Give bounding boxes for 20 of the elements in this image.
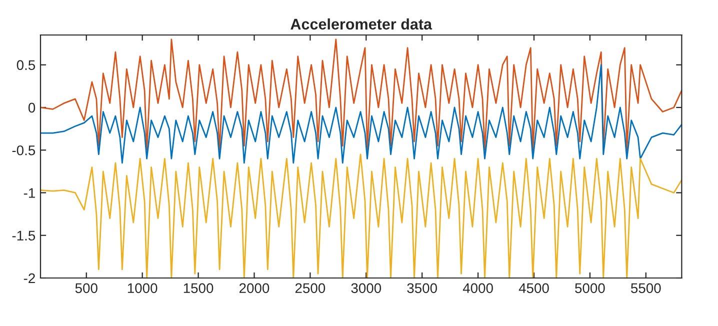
y-tick-label: -1.5	[12, 230, 36, 241]
y-tick-label: -0.5	[12, 145, 36, 156]
x-tick-label: 1000	[128, 283, 158, 294]
x-tick-label: 3500	[407, 283, 437, 294]
chart-title: Accelerometer data	[290, 18, 432, 30]
x-tick-label: 5000	[575, 283, 605, 294]
y-tick-label: 0.5	[16, 60, 36, 70]
y-tick-label: -2	[24, 273, 35, 284]
x-tick-label: 500	[75, 283, 98, 294]
x-tick-label: 1500	[184, 283, 214, 294]
x-tick-label: 3000	[351, 283, 382, 294]
x-tick-label: 4000	[462, 283, 493, 294]
line-series	[40, 38, 682, 151]
x-tick-label: 4500	[518, 283, 549, 294]
line-series	[40, 64, 682, 164]
y-tick-label: -1	[24, 188, 35, 198]
y-tick-label: 0	[28, 102, 36, 113]
x-tick-label: 5500	[631, 283, 661, 294]
x-tick-label: 2500	[295, 283, 326, 294]
x-tick-label: 2000	[239, 283, 270, 294]
